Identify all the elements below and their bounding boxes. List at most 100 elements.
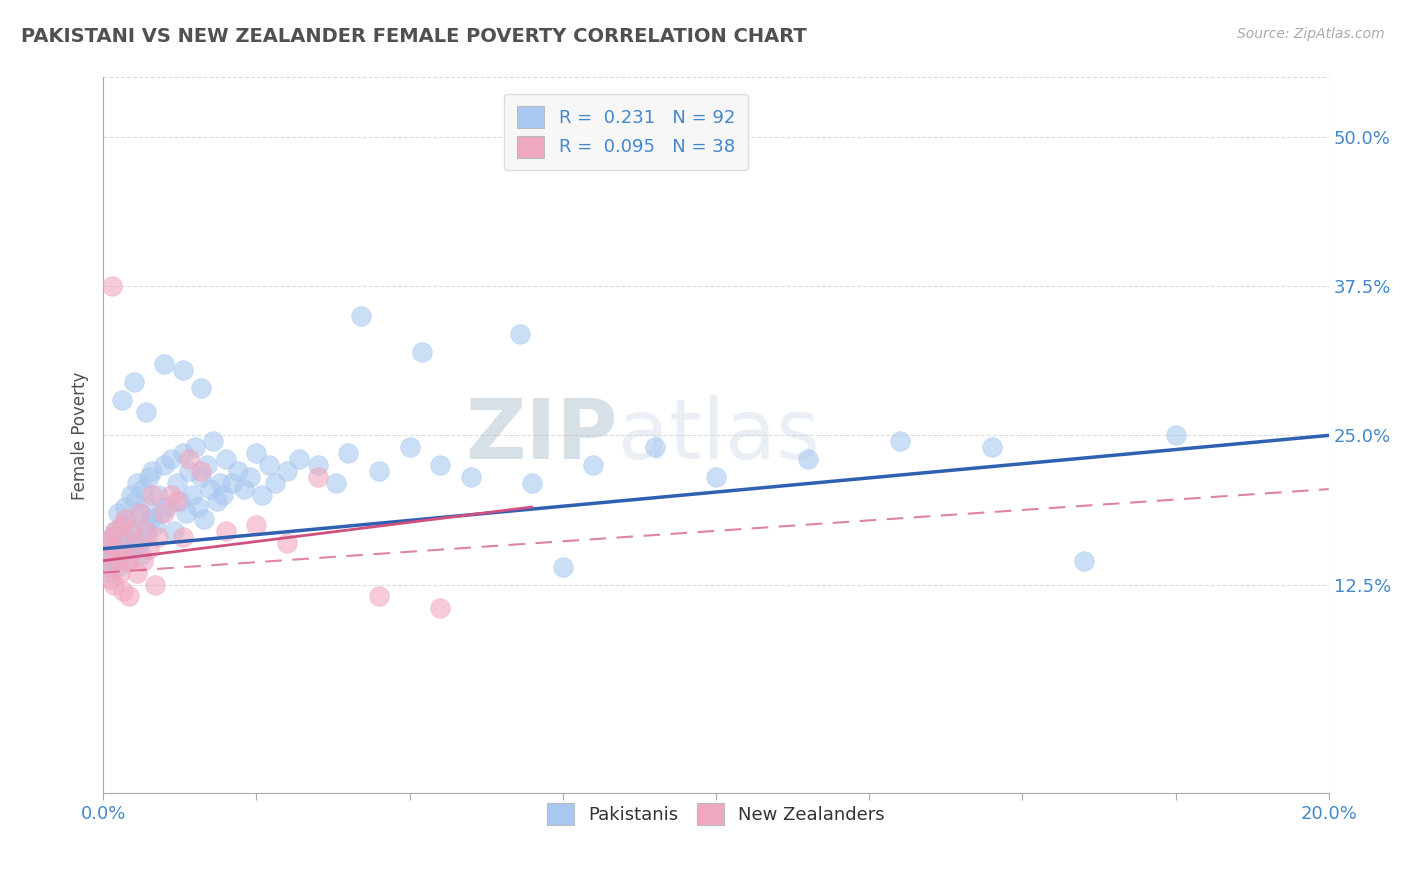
Point — [98, 541, 121, 556]
Point — [124, 494, 146, 508]
Point — [181, 488, 204, 502]
Point — [153, 506, 176, 520]
Point — [257, 458, 280, 473]
Point — [582, 458, 605, 473]
Point — [103, 548, 125, 562]
Point — [153, 357, 176, 371]
Point — [704, 470, 727, 484]
Point — [97, 548, 120, 562]
Point — [120, 524, 142, 538]
Point — [169, 494, 191, 508]
Point — [135, 500, 157, 514]
Point — [101, 530, 124, 544]
Point — [1073, 554, 1095, 568]
Point — [166, 476, 188, 491]
Point — [110, 392, 132, 407]
Point — [208, 476, 231, 491]
Point — [100, 566, 122, 580]
Point — [120, 488, 142, 502]
Point — [96, 535, 118, 549]
Point — [111, 583, 134, 598]
Point — [148, 530, 170, 544]
Point — [141, 488, 163, 502]
Point — [177, 452, 200, 467]
Point — [117, 512, 139, 526]
Text: ZIP: ZIP — [465, 395, 617, 476]
Point — [429, 458, 451, 473]
Point — [337, 446, 360, 460]
Point — [159, 488, 181, 502]
Point — [103, 577, 125, 591]
Point — [797, 452, 820, 467]
Point — [114, 512, 136, 526]
Point — [122, 541, 145, 556]
Point — [263, 476, 285, 491]
Point — [200, 482, 222, 496]
Point — [118, 554, 141, 568]
Point — [101, 530, 124, 544]
Point — [110, 566, 132, 580]
Point — [104, 524, 127, 538]
Point — [132, 482, 155, 496]
Point — [150, 506, 173, 520]
Point — [107, 554, 129, 568]
Point — [233, 482, 256, 496]
Point — [156, 500, 179, 514]
Point — [162, 524, 184, 538]
Point — [110, 517, 132, 532]
Point — [139, 512, 162, 526]
Point — [211, 488, 233, 502]
Point — [105, 559, 128, 574]
Point — [172, 530, 194, 544]
Point — [105, 541, 128, 556]
Point — [226, 464, 249, 478]
Point — [889, 434, 911, 449]
Point — [101, 279, 124, 293]
Point — [215, 524, 238, 538]
Point — [398, 440, 420, 454]
Point — [367, 464, 389, 478]
Point — [122, 375, 145, 389]
Point — [644, 440, 666, 454]
Point — [115, 530, 138, 544]
Point — [367, 590, 389, 604]
Legend: Pakistanis, New Zealanders: Pakistanis, New Zealanders — [538, 795, 894, 834]
Point — [239, 470, 262, 484]
Point — [148, 488, 170, 502]
Point — [252, 488, 274, 502]
Point — [193, 512, 215, 526]
Point — [325, 476, 347, 491]
Point — [177, 464, 200, 478]
Point — [135, 404, 157, 418]
Point — [429, 601, 451, 615]
Text: atlas: atlas — [617, 395, 820, 476]
Point — [125, 566, 148, 580]
Point — [125, 476, 148, 491]
Point — [460, 470, 482, 484]
Point — [276, 464, 298, 478]
Point — [190, 470, 212, 484]
Point — [307, 470, 329, 484]
Point — [245, 517, 267, 532]
Point — [110, 535, 132, 549]
Point — [411, 344, 433, 359]
Point — [96, 535, 118, 549]
Point — [135, 524, 157, 538]
Point — [118, 590, 141, 604]
Point — [128, 535, 150, 549]
Point — [143, 517, 166, 532]
Point — [138, 470, 160, 484]
Point — [172, 446, 194, 460]
Point — [288, 452, 311, 467]
Text: PAKISTANI VS NEW ZEALANDER FEMALE POVERTY CORRELATION CHART: PAKISTANI VS NEW ZEALANDER FEMALE POVERT… — [21, 27, 807, 45]
Point — [980, 440, 1002, 454]
Point — [97, 554, 120, 568]
Point — [104, 524, 127, 538]
Point — [221, 476, 243, 491]
Point — [159, 452, 181, 467]
Point — [166, 494, 188, 508]
Point — [1164, 428, 1187, 442]
Point — [117, 554, 139, 568]
Point — [174, 506, 197, 520]
Point — [111, 541, 134, 556]
